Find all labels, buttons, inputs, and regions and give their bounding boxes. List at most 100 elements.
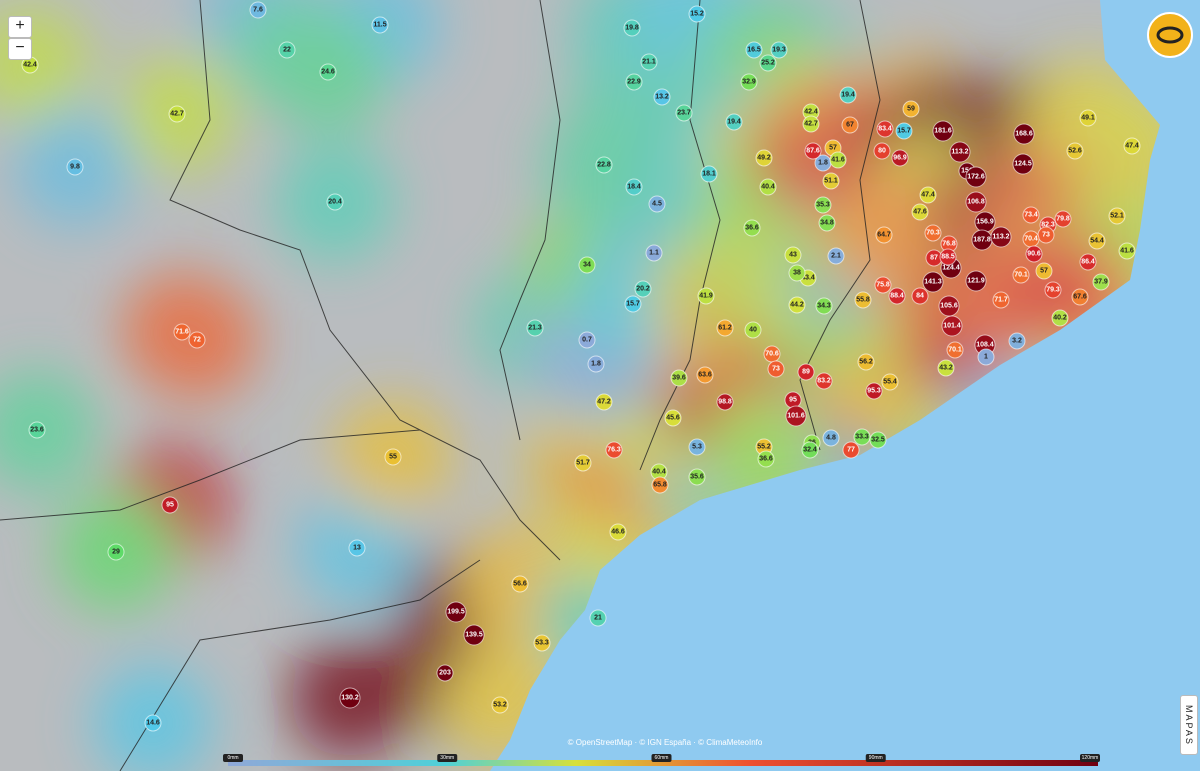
station-value: 45.6 bbox=[666, 415, 680, 422]
station-value: 64.7 bbox=[877, 232, 891, 239]
station-marker bbox=[1123, 137, 1141, 155]
station-value: 0.7 bbox=[582, 337, 592, 344]
station-value: 41.9 bbox=[699, 293, 713, 300]
station-marker bbox=[937, 359, 955, 377]
station-marker bbox=[28, 421, 46, 439]
station-marker bbox=[66, 158, 84, 176]
station-marker bbox=[1012, 266, 1030, 284]
station-marker bbox=[107, 543, 125, 561]
station-value: 18.1 bbox=[702, 171, 716, 178]
station-value: 1.1 bbox=[649, 250, 659, 257]
station-marker bbox=[804, 142, 822, 160]
station-value: 41.6 bbox=[831, 157, 845, 164]
station-value: 40.4 bbox=[761, 184, 775, 191]
border bbox=[499, 0, 561, 441]
station-value: 87.6 bbox=[806, 148, 820, 155]
station-marker bbox=[744, 321, 762, 339]
station-marker bbox=[891, 149, 909, 167]
station-value: 130.2 bbox=[341, 695, 359, 702]
station-value: 24.6 bbox=[321, 69, 335, 76]
station-marker bbox=[144, 714, 162, 732]
station-value: 19.4 bbox=[841, 92, 855, 99]
logo-mark bbox=[1156, 26, 1184, 44]
station-value: 113.2 bbox=[951, 149, 968, 156]
station-value: 42.4 bbox=[23, 62, 37, 69]
station-marker bbox=[1108, 207, 1126, 225]
station-marker bbox=[725, 113, 743, 131]
station-marker bbox=[949, 141, 971, 163]
station-value: 101.4 bbox=[943, 323, 961, 330]
station-marker bbox=[1044, 281, 1062, 299]
station-marker bbox=[743, 219, 761, 237]
station-value: 41.6 bbox=[1120, 248, 1134, 255]
station-marker bbox=[965, 166, 987, 188]
station-marker bbox=[511, 575, 529, 593]
legend-label: 0mm bbox=[227, 755, 238, 761]
station-value: 20.4 bbox=[328, 199, 342, 206]
station-value: 106.8 bbox=[967, 199, 985, 206]
station-marker bbox=[829, 151, 847, 169]
station-marker bbox=[348, 539, 366, 557]
station-value: 96.9 bbox=[893, 155, 907, 162]
station-value: 70.3 bbox=[926, 230, 940, 237]
station-marker bbox=[841, 116, 859, 134]
station-marker bbox=[854, 291, 872, 309]
station-marker bbox=[759, 54, 777, 72]
station-marker bbox=[865, 382, 883, 400]
station-value: 53.3 bbox=[535, 640, 549, 647]
station-value: 199.5 bbox=[447, 609, 465, 616]
border bbox=[799, 0, 881, 451]
station-marker bbox=[491, 696, 509, 714]
station-value: 13.2 bbox=[655, 94, 669, 101]
station-marker bbox=[895, 122, 913, 140]
station-value: 43.2 bbox=[939, 365, 953, 372]
station-value: 20.2 bbox=[636, 286, 650, 293]
station-value: 7.6 bbox=[253, 7, 263, 14]
station-value: 52.1 bbox=[1110, 213, 1124, 220]
station-value: 22.9 bbox=[627, 79, 641, 86]
station-marker bbox=[688, 438, 706, 456]
station-marker bbox=[1013, 123, 1035, 145]
station-value: 108.4 bbox=[976, 342, 994, 349]
station-marker bbox=[853, 428, 871, 446]
station-marker bbox=[1054, 210, 1072, 228]
station-marker bbox=[578, 256, 596, 274]
station-value: 55 bbox=[389, 454, 397, 461]
station-marker bbox=[1066, 142, 1084, 160]
layers-button[interactable]: MAPAS bbox=[1180, 695, 1198, 755]
zoom-in[interactable]: + bbox=[8, 16, 32, 38]
station-value: 168.6 bbox=[1015, 131, 1033, 138]
station-marker bbox=[589, 609, 607, 627]
zoom-out[interactable]: − bbox=[8, 38, 32, 60]
station-value: 22 bbox=[283, 47, 291, 54]
station-value: 21.1 bbox=[642, 59, 656, 66]
station-value: 36.6 bbox=[759, 456, 773, 463]
logo[interactable] bbox=[1147, 12, 1193, 58]
station-marker bbox=[1079, 109, 1097, 127]
legend: 0mm 30mm 60mm 90mm 120mm bbox=[223, 754, 1100, 762]
station-value: 49.2 bbox=[757, 155, 771, 162]
station-marker bbox=[757, 450, 775, 468]
station-marker bbox=[745, 41, 763, 59]
station-value: 42.4 bbox=[804, 109, 818, 116]
legend-tick-box bbox=[651, 754, 672, 762]
station-marker bbox=[463, 624, 485, 646]
station-value: 79.8 bbox=[1056, 216, 1070, 223]
station-marker bbox=[526, 319, 544, 337]
station-value: 14.6 bbox=[146, 720, 160, 727]
station-value: 73.4 bbox=[1024, 212, 1038, 219]
station-marker bbox=[873, 142, 891, 160]
station-value: 89 bbox=[802, 369, 810, 376]
station-value: 67 bbox=[846, 122, 854, 129]
station-value: 113.2 bbox=[992, 234, 1009, 241]
station-value: 47.6 bbox=[913, 209, 927, 216]
station-value: 87 bbox=[930, 255, 938, 262]
station-value: 203 bbox=[439, 670, 451, 677]
station-value: 70.1 bbox=[1014, 272, 1028, 279]
borders bbox=[0, 0, 881, 771]
station-value: 34.3 bbox=[817, 303, 831, 310]
station-value: 11.5 bbox=[373, 22, 386, 29]
station-value: 121.9 bbox=[967, 278, 985, 285]
station-value: 76.8 bbox=[942, 241, 956, 248]
